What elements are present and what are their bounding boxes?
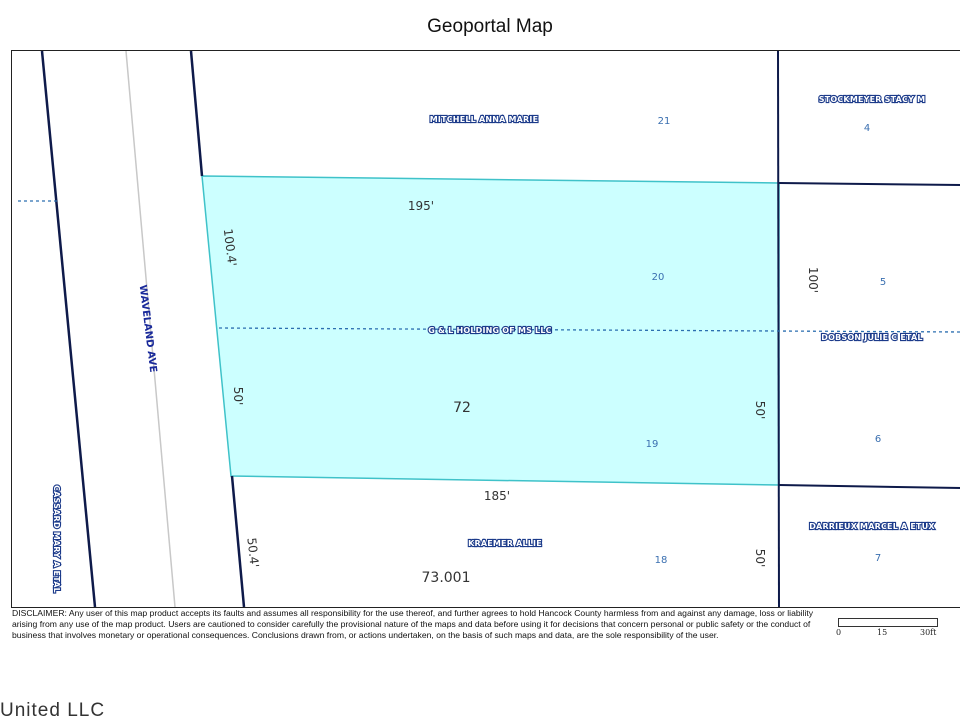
owner-label-stockmeyer: STOCKMEYER STACY M	[819, 95, 926, 104]
owner-label-kraemer: KRAEMER ALLIE	[468, 539, 542, 548]
dimension-left-lower: 50'	[231, 387, 245, 406]
road-centerline	[125, 51, 176, 607]
road-edge-west	[40, 51, 97, 607]
lot-number-21: 21	[658, 116, 671, 127]
road-label: WAVELAND AVE	[137, 284, 159, 373]
scale-label-0: 0	[836, 628, 842, 637]
road-edge-east-lower	[230, 475, 246, 607]
map-title: Geoportal Map	[427, 16, 553, 37]
scale-bar: 0 15 30ft	[836, 618, 938, 640]
owner-label-mitchell: MITCHELL ANNA MARIE	[430, 115, 539, 124]
parcel-line-east	[777, 51, 780, 607]
dimension-left-bottom: 50.4'	[244, 537, 261, 568]
map-frame[interactable]: WAVELAND AVE MITCHELL ANNA MARIE STOCKME…	[11, 50, 960, 608]
scale-label-30ft: 30ft	[920, 628, 937, 637]
owner-label-cassard: CASSARD MARY A ETAL	[52, 485, 61, 593]
parcel-line-east-lower	[778, 484, 960, 489]
owner-label-dobson: DOBSON JULIE C ETAL	[821, 333, 922, 342]
dimension-top: 195'	[408, 199, 434, 213]
parcel-line-east-upper	[778, 182, 960, 186]
lot-number-20: 20	[652, 272, 665, 283]
scale-label-15: 15	[877, 628, 888, 637]
dimension-bottom: 185'	[484, 489, 510, 503]
disclaimer-text: DISCLAIMER: Any user of this map product…	[12, 608, 814, 641]
dimension-right-upper: 100'	[806, 267, 820, 293]
watermark: United LLC	[0, 700, 106, 721]
lot-number-4: 4	[864, 123, 870, 134]
lot-number-7: 7	[875, 553, 881, 564]
scale-bar-box	[838, 618, 938, 627]
dimension-left-upper: 100.4'	[221, 228, 239, 267]
lot-number-6: 6	[875, 434, 881, 445]
dimension-right-bottom: 50'	[753, 549, 767, 568]
lot-number-5: 5	[880, 277, 886, 288]
owner-label-darrieux: DARRIEUX MARCEL A ETUX	[809, 522, 935, 531]
road-edge-east-upper	[189, 51, 204, 177]
lot-number-19: 19	[646, 439, 659, 450]
dimension-right-lower: 50'	[753, 401, 767, 420]
parcel-map[interactable]: WAVELAND AVE MITCHELL ANNA MARIE STOCKME…	[12, 51, 960, 607]
lot-number-18: 18	[655, 555, 668, 566]
lot-line-mid	[218, 327, 960, 333]
parcel-number-selected: 72	[453, 400, 471, 416]
parcel-number-south: 73.001	[422, 570, 471, 586]
owner-label-gl-holding: G & L HOLDING OF MS LLC	[428, 326, 551, 335]
